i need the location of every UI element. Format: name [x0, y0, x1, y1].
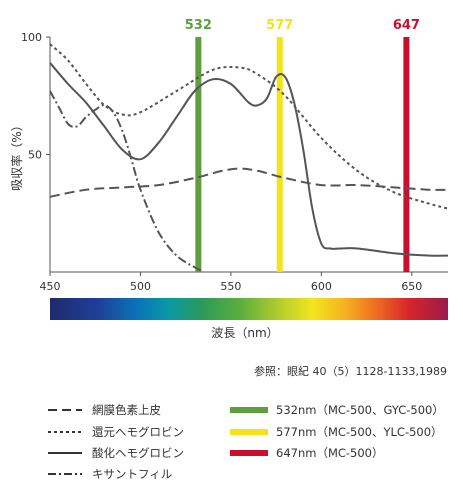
x-tick-label: 550 [220, 280, 241, 293]
legend-swatch-577 [230, 429, 268, 435]
wavelength-line-577 [276, 37, 283, 272]
absorption-chart: 450 500 550 600 650 100 50 532 577 647 波長（nm） 吸収… [9, 18, 449, 340]
x-axis-label: 波長（nm） [211, 326, 278, 340]
legend-label: 網膜色素上皮 [92, 403, 161, 417]
x-tick-label: 600 [311, 280, 332, 293]
series-line-1 [49, 43, 449, 210]
legend-label: 還元ヘモグロビン [92, 425, 184, 439]
legend-swatch-dotted [48, 431, 82, 433]
legend-label: キサントフィル [92, 467, 173, 481]
y-tick-label: 100 [21, 31, 42, 44]
legend-swatch-dashed [48, 409, 82, 411]
series-line-0 [49, 167, 449, 198]
wavelength-lines: 532 577 647 [185, 18, 420, 272]
legend-swatch-647 [230, 450, 268, 456]
legend-label: 酸化ヘモグロビン [92, 446, 184, 460]
series-lines [49, 43, 449, 273]
legend-label: 532nm（MC-500、GYC-500） [276, 403, 444, 417]
wavelength-line-532 [195, 37, 202, 272]
wavelength-label-647: 647 [393, 18, 420, 33]
legend-swatch-solid [48, 452, 82, 454]
wavelength-label-577: 577 [266, 18, 293, 33]
axes: 450 500 550 600 650 100 50 [21, 31, 448, 293]
wavelength-line-647 [403, 37, 410, 272]
x-tick-label: 450 [40, 280, 61, 293]
reference-note: 参照：眼紀 40（5）1128-1133,1989 [254, 365, 447, 378]
spectrum-bar [50, 298, 448, 320]
legend-label: 577nm（MC-500、YLC-500） [276, 425, 443, 439]
y-tick-label: 50 [28, 149, 42, 162]
x-tick-label: 500 [130, 280, 151, 293]
legend-swatch-dashdot [48, 473, 82, 475]
series-line-3 [49, 90, 205, 273]
series-line-2 [49, 62, 449, 257]
wavelength-label-532: 532 [185, 18, 212, 33]
legend-swatch-532 [230, 407, 268, 413]
x-tick-label: 650 [401, 280, 422, 293]
y-axis-label: 吸収率（%） [9, 119, 24, 190]
legend-label: 647nm（MC-500） [276, 446, 384, 460]
